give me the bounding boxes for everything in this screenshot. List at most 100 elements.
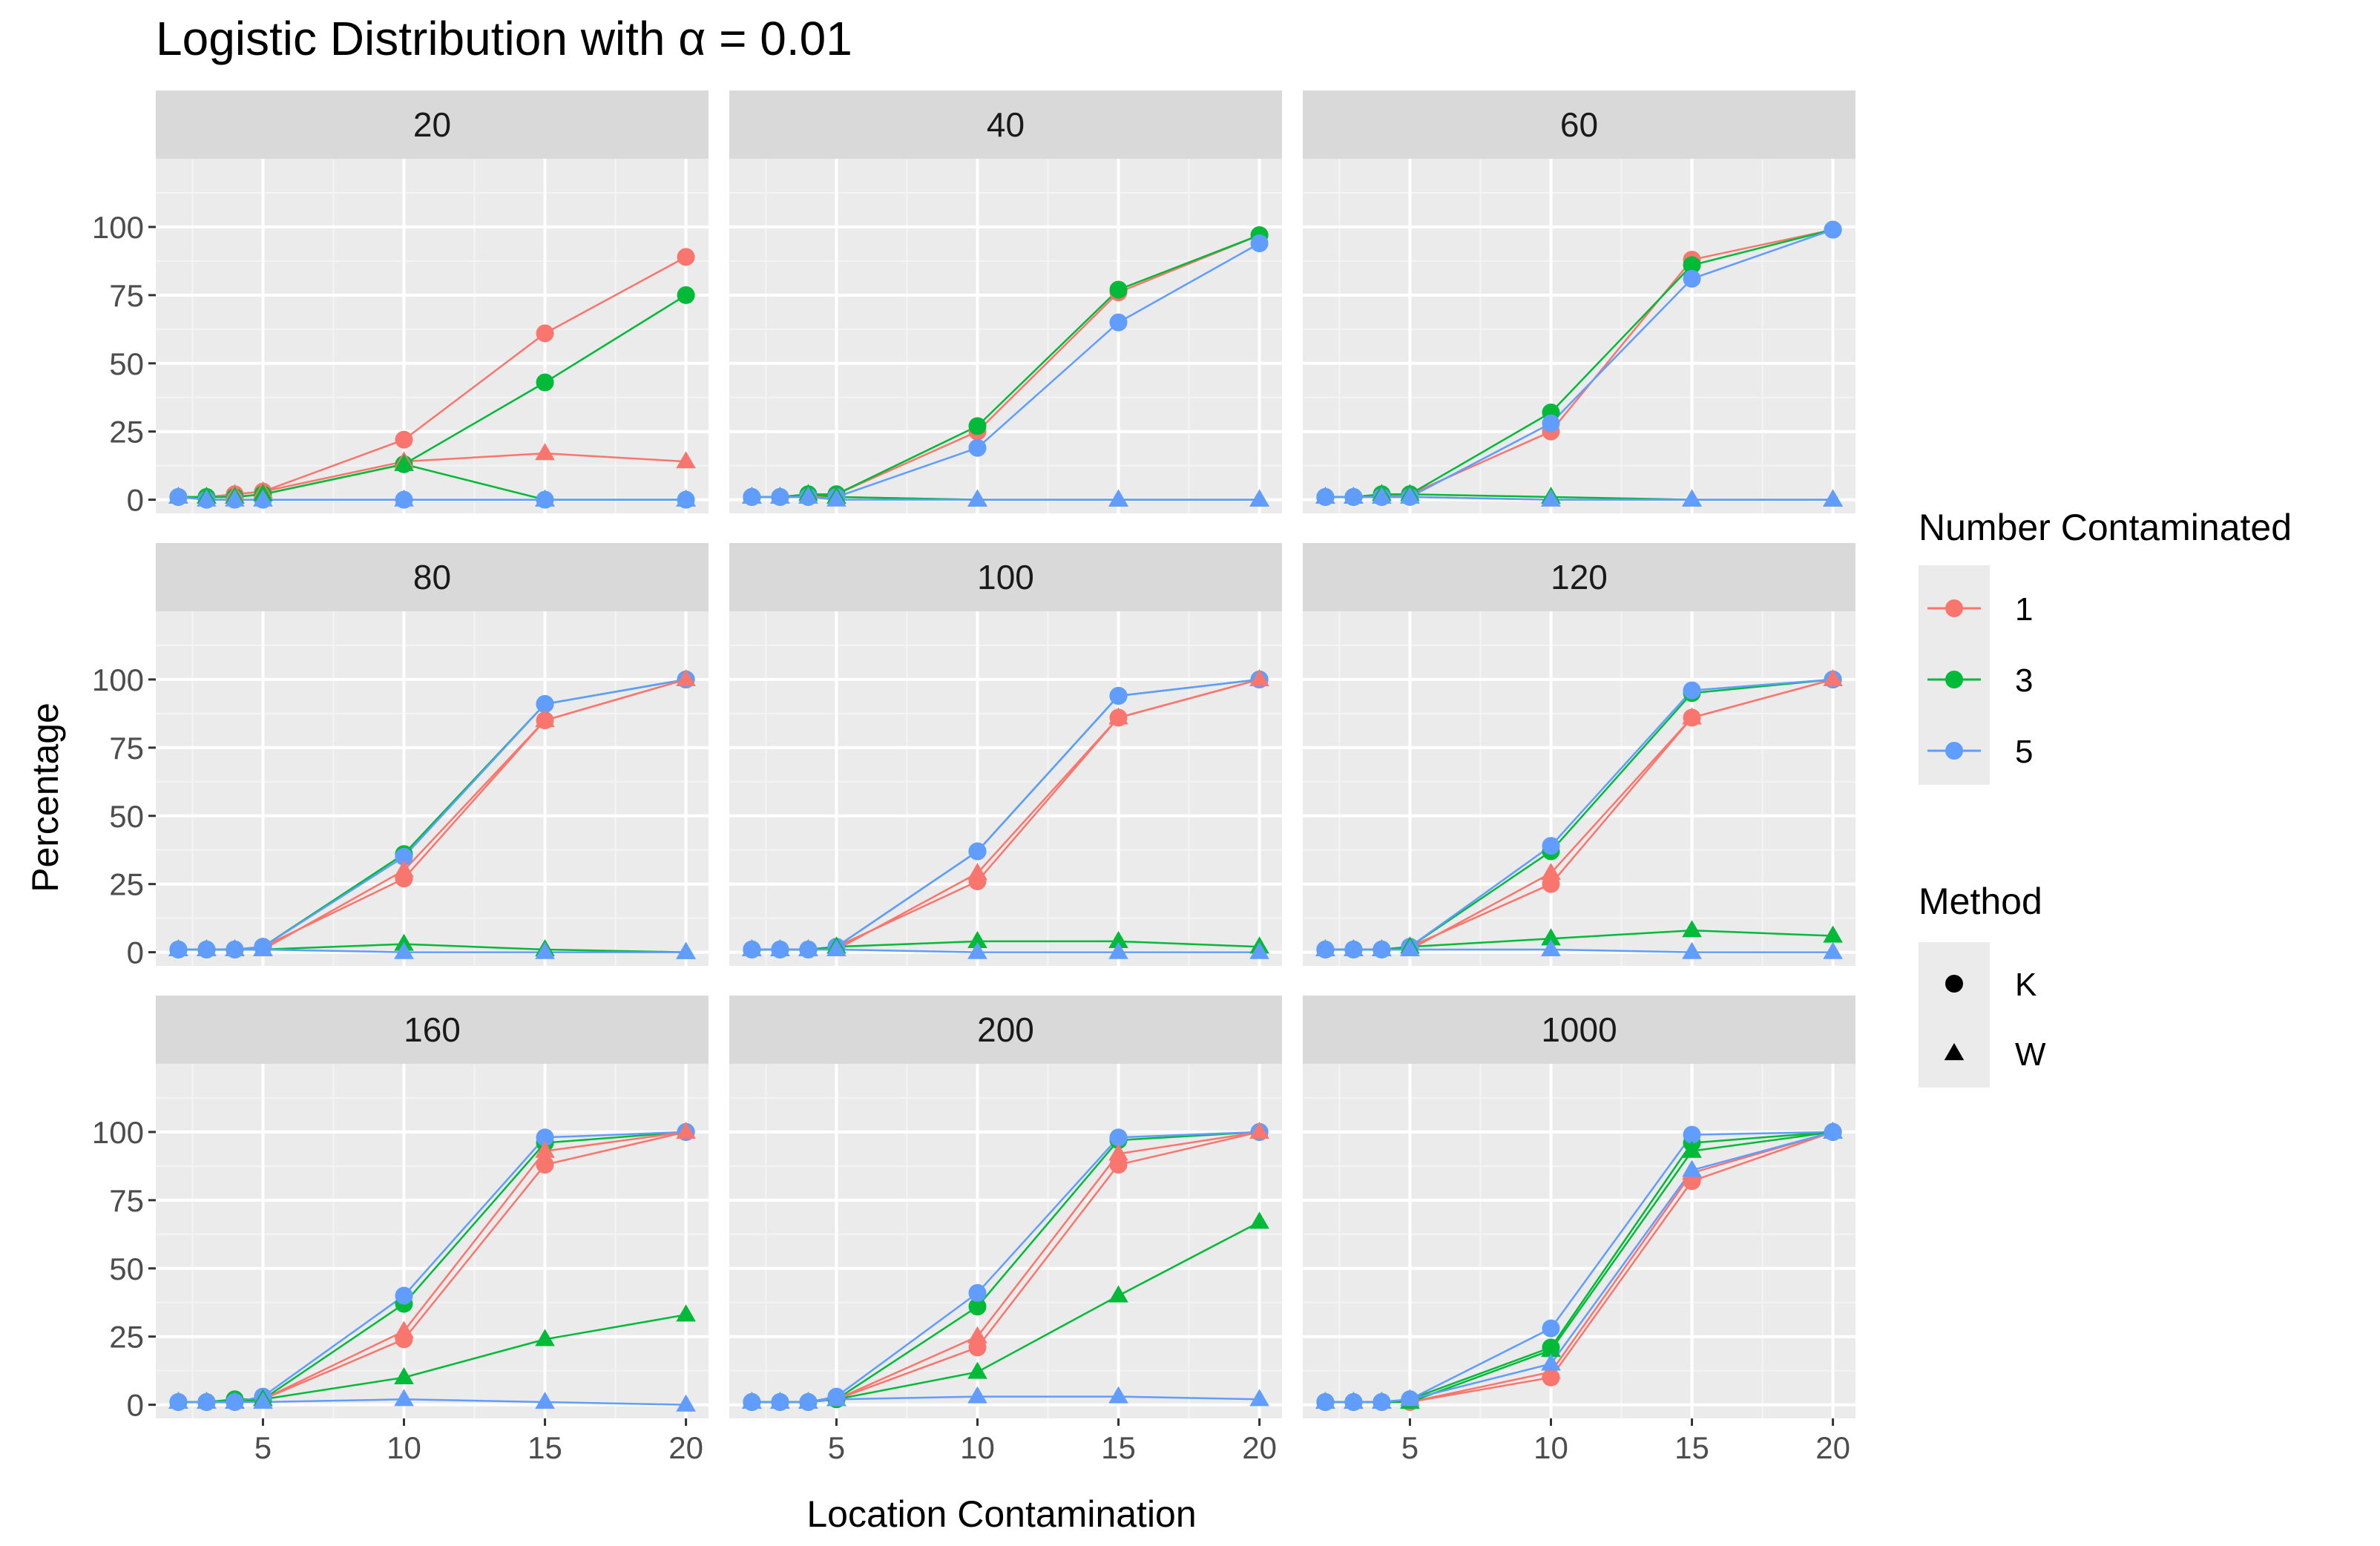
data-point-3-W: [1682, 1140, 1702, 1158]
data-point-3-W: [394, 453, 414, 471]
data-point-5-W: [225, 938, 245, 957]
x-tick-label: 10: [387, 1430, 421, 1465]
y-tick-label: 100: [92, 210, 144, 245]
facet-strip-label: 20: [413, 105, 451, 144]
data-point-5-W: [676, 1394, 696, 1412]
data-point-3-W: [676, 1304, 696, 1322]
data-point-3-K: [968, 417, 987, 435]
data-point-1-W: [967, 862, 987, 881]
data-point-5-W: [197, 938, 217, 957]
data-point-1-W: [1682, 707, 1702, 725]
y-tick-label: 75: [109, 731, 144, 766]
x-tick-label: 15: [1674, 1430, 1709, 1465]
y-tick-label: 0: [127, 935, 144, 970]
y-tick-label: 25: [109, 415, 144, 450]
data-point-3-W: [1541, 1340, 1561, 1358]
data-point-5-K: [1824, 220, 1842, 239]
facet-strip: [729, 91, 1282, 159]
data-point-5-W: [676, 489, 696, 507]
data-point-1-W: [676, 1121, 696, 1139]
data-point-5-W: [1823, 941, 1843, 959]
data-point-1-W: [394, 1320, 414, 1338]
x-tick-label: 15: [1101, 1430, 1136, 1465]
data-point-5-K: [1109, 313, 1128, 332]
data-point-5-W: [798, 1391, 818, 1410]
data-point-5-W: [1108, 941, 1128, 959]
y-tick-label: 50: [109, 799, 144, 834]
data-point-5-W: [1344, 938, 1364, 957]
x-tick-label: 20: [1815, 1430, 1850, 1465]
data-point-3-K: [968, 1297, 987, 1316]
data-point-1-W: [1823, 668, 1843, 687]
legend-number-title: Number Contaminated: [1919, 507, 2292, 548]
panel-background: [729, 159, 1282, 513]
data-point-3-K: [1109, 280, 1128, 299]
panel-background: [156, 1064, 709, 1418]
data-point-5-W: [1372, 1391, 1392, 1410]
panel-background: [156, 611, 709, 966]
data-point-5-W: [394, 489, 414, 507]
facet-strip-label: 40: [987, 105, 1025, 144]
data-point-5-W: [967, 941, 987, 959]
data-point-3-W: [967, 1361, 987, 1379]
data-point-3-W: [1249, 1211, 1269, 1229]
data-point-5-W: [742, 1391, 762, 1410]
x-tick-label: 20: [668, 1430, 703, 1465]
data-point-5-K: [1109, 1128, 1128, 1147]
data-point-5-W: [742, 938, 762, 957]
data-point-3-W: [1682, 920, 1702, 938]
data-point-5-W: [225, 489, 245, 507]
data-point-3-K: [677, 286, 695, 304]
data-point-3-W: [394, 1366, 414, 1384]
data-point-5-W: [1541, 489, 1561, 507]
data-point-5-W: [1823, 489, 1843, 507]
data-point-1-K: [395, 430, 413, 449]
data-point-5-W: [770, 938, 790, 957]
x-tick-label: 5: [828, 1430, 845, 1465]
facet-strip: [156, 91, 709, 159]
facet-panel-20: 20 0 25 50 75 100: [92, 91, 709, 518]
legend-method-title: Method: [1919, 881, 2042, 922]
data-point-5-W: [1372, 938, 1392, 957]
data-point-5-W: [253, 1391, 273, 1410]
data-point-5-W: [394, 1389, 414, 1407]
data-point-1-W: [676, 668, 696, 687]
data-point-5-W: [168, 1391, 188, 1410]
data-point-5-W: [967, 489, 987, 507]
panel-background: [1303, 1064, 1855, 1418]
data-point-5-W: [826, 938, 847, 957]
data-point-5-W: [826, 1389, 847, 1407]
data-point-1-W: [676, 451, 696, 469]
data-point-5-W: [1541, 1353, 1561, 1371]
legend-method-label: W: [2015, 1036, 2046, 1073]
facet-panel-160: 160 0 25 50 75 100 5 10 15 20: [92, 996, 709, 1465]
data-point-3-W: [1541, 928, 1561, 946]
data-point-1-W: [1249, 668, 1269, 687]
data-point-5-W: [1344, 1391, 1364, 1410]
data-point-5-W: [1344, 486, 1364, 504]
data-point-5-W: [676, 941, 696, 959]
data-point-1-K: [677, 248, 695, 266]
legend-key-label: 3: [2015, 662, 2033, 699]
data-point-5-W: [1541, 938, 1561, 957]
data-point-1-W: [394, 860, 414, 878]
data-point-5-W: [168, 938, 188, 957]
legend: Number Contaminated 1 3 5 Method KW: [1919, 507, 2292, 1088]
data-point-5-W: [1315, 938, 1335, 957]
data-point-1-W: [535, 443, 555, 461]
x-axis-label: Location Contamination: [806, 1493, 1196, 1535]
facet-panel-1000: 1000 5 10 15 20: [1303, 996, 1855, 1465]
legend-key-label: 5: [2015, 734, 2033, 770]
data-point-3-W: [1108, 1285, 1128, 1303]
data-point-5-K: [968, 842, 987, 861]
data-point-3-W: [1823, 925, 1843, 943]
panel-background: [156, 159, 709, 513]
legend-method-shape-circle: [1945, 975, 1963, 993]
panel-background: [729, 611, 1282, 966]
data-point-5-W: [253, 489, 273, 507]
data-point-5-K: [1683, 1125, 1701, 1144]
data-point-1-W: [1541, 862, 1561, 881]
data-point-5-W: [1823, 1121, 1843, 1139]
data-point-5-K: [1109, 686, 1128, 705]
data-point-5-W: [1400, 938, 1420, 957]
